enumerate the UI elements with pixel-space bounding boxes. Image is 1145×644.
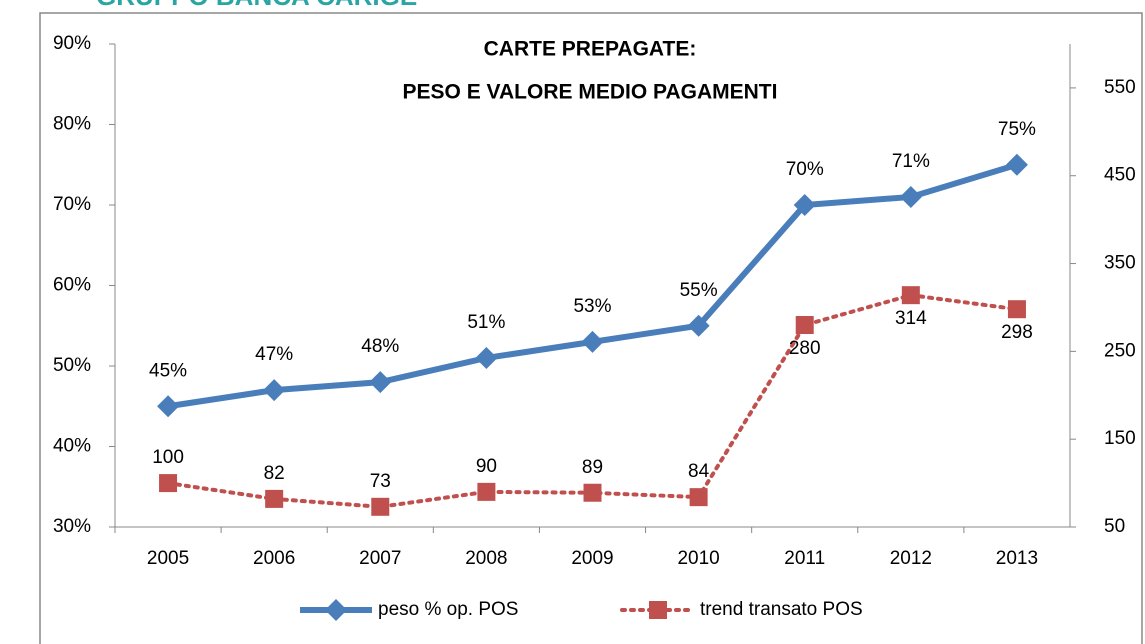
data-label: 90 xyxy=(476,456,497,477)
x-tick-label: 2007 xyxy=(359,548,401,569)
point xyxy=(263,379,286,402)
legend-marker xyxy=(649,601,667,619)
legend-label: trend transato POS xyxy=(700,599,863,620)
x-tick-label: 2008 xyxy=(465,548,507,569)
chart-frame xyxy=(39,12,1143,644)
point xyxy=(265,489,284,508)
point xyxy=(795,316,814,335)
data-label: 48% xyxy=(361,336,399,357)
data-label: 298 xyxy=(1001,322,1033,343)
y2-tick-label: 550 xyxy=(1104,77,1136,98)
point xyxy=(899,185,922,208)
x-tick-label: 2010 xyxy=(677,548,719,569)
y-tick-label: 40% xyxy=(53,436,91,457)
x-tick-label: 2009 xyxy=(571,548,613,569)
y2-tick-label: 350 xyxy=(1104,253,1136,274)
chart-title: CARTE PREPAGATE: xyxy=(484,38,697,61)
data-label: 45% xyxy=(149,360,187,381)
x-tick-label: 2006 xyxy=(253,548,295,569)
point xyxy=(369,371,392,394)
data-label: 71% xyxy=(892,151,930,172)
y2-tick-label: 250 xyxy=(1104,340,1136,361)
y-tick-label: 50% xyxy=(53,355,91,376)
data-label: 82 xyxy=(264,463,285,484)
x-tick-label: 2013 xyxy=(996,548,1038,569)
x-tick-label: 2012 xyxy=(890,548,932,569)
y2-tick-label: 450 xyxy=(1104,165,1136,186)
x-tick-label: 2005 xyxy=(147,548,189,569)
y-tick-label: 60% xyxy=(53,275,91,296)
y-tick-label: 70% xyxy=(53,194,91,215)
data-label: 280 xyxy=(789,338,821,359)
data-label: 53% xyxy=(573,296,611,317)
y2-tick-label: 50 xyxy=(1104,516,1125,537)
y-tick-label: 30% xyxy=(53,516,91,537)
data-label: 314 xyxy=(895,308,927,329)
point xyxy=(475,346,498,369)
data-label: 51% xyxy=(467,312,505,333)
point xyxy=(689,488,708,507)
point xyxy=(477,482,496,501)
x-tick-label: 2011 xyxy=(784,548,825,569)
point xyxy=(901,286,920,305)
data-label: 55% xyxy=(680,280,718,301)
data-label: 73 xyxy=(370,471,391,492)
point xyxy=(1007,300,1026,319)
point xyxy=(687,314,710,337)
point xyxy=(159,474,178,493)
point xyxy=(583,483,602,502)
header: GRUPPO BANCA CARIGE xyxy=(96,0,417,11)
y-tick-label: 90% xyxy=(53,33,91,54)
point xyxy=(1005,153,1028,176)
data-label: 70% xyxy=(786,159,824,180)
point xyxy=(581,330,604,353)
y-tick-label: 80% xyxy=(53,114,91,135)
data-label: 47% xyxy=(255,344,293,365)
data-label: 89 xyxy=(582,457,603,478)
legend-marker xyxy=(325,599,347,621)
point xyxy=(371,497,390,516)
legend-label: peso % op. POS xyxy=(378,599,518,620)
chart-title: PESO E VALORE MEDIO PAGAMENTI xyxy=(403,81,778,104)
point xyxy=(157,395,180,418)
data-label: 75% xyxy=(998,119,1036,140)
y2-tick-label: 150 xyxy=(1104,428,1136,449)
point xyxy=(793,194,816,216)
data-label: 84 xyxy=(688,461,710,482)
data-label: 100 xyxy=(152,447,184,468)
